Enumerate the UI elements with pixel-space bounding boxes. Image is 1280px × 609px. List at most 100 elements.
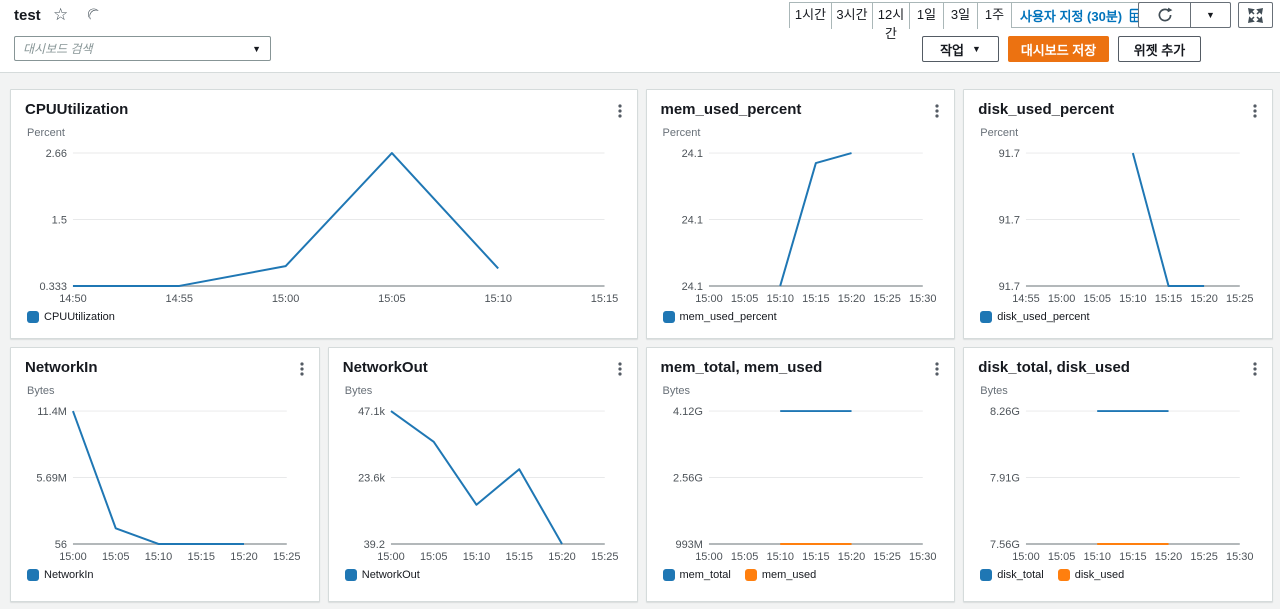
svg-text:15:15: 15:15 xyxy=(1119,551,1147,563)
time-range-3h[interactable]: 3시간 xyxy=(831,3,872,29)
chart-canvas-mem-used-percent[interactable]: 24.124.124.115:00 15:05 15:10 15:15 15:20 15:… xyxy=(659,141,943,307)
chart-legend: disk_used_percent xyxy=(980,307,1260,327)
actions-button[interactable]: 작업 ▼ xyxy=(922,36,999,62)
time-range-12h[interactable]: 12시간 xyxy=(872,3,909,41)
widget-header: mem_total, mem_used xyxy=(659,359,943,383)
legend-swatch xyxy=(27,569,39,581)
axis-unit-label: Bytes xyxy=(27,385,55,397)
svg-text:15:20: 15:20 xyxy=(837,293,865,305)
legend-item-disk-used-percent[interactable]: disk_used_percent xyxy=(980,311,1090,323)
svg-text:24.1: 24.1 xyxy=(681,148,702,160)
widget-menu-icon[interactable] xyxy=(613,360,627,378)
svg-text:15:10: 15:10 xyxy=(484,293,512,305)
legend-swatch xyxy=(1057,569,1070,581)
widget-title: disk_total, disk_used xyxy=(978,359,1130,376)
legend-item-networkin[interactable]: NetworkIn xyxy=(27,569,94,581)
widget-title: NetworkOut xyxy=(342,359,428,376)
actions-button-label: 작업 xyxy=(940,42,964,58)
svg-text:15:30: 15:30 xyxy=(909,293,936,305)
widget-header: disk_used_percent xyxy=(976,101,1260,125)
widget-menu-icon[interactable] xyxy=(613,102,627,120)
svg-text:15:00: 15:00 xyxy=(272,293,300,305)
svg-text:15:15: 15:15 xyxy=(591,293,619,305)
custom-time-range-button[interactable]: 사용자 지정 (30분) xyxy=(1011,3,1152,27)
widget-title: mem_total, mem_used xyxy=(660,359,823,376)
svg-text:8.26G: 8.26G xyxy=(990,406,1020,418)
chart-canvas-disk-used-percent[interactable]: 91.791.791.714:55 15:00 15:05 15:10 15:15 15:… xyxy=(976,141,1260,307)
chart-legend: mem_used_percent xyxy=(662,307,943,327)
legend-item-disk-total[interactable]: disk_total xyxy=(980,569,1044,581)
svg-text:15:10: 15:10 xyxy=(145,551,173,563)
widget-menu-icon[interactable] xyxy=(1248,102,1262,120)
legend-swatch xyxy=(744,569,757,581)
svg-text:7.56G: 7.56G xyxy=(990,539,1020,551)
svg-text:5.69M: 5.69M xyxy=(36,473,67,485)
refresh-icon xyxy=(1158,7,1172,22)
time-range-1w[interactable]: 1주 xyxy=(977,3,1011,29)
widget-menu-icon[interactable] xyxy=(930,102,944,120)
refresh-button[interactable] xyxy=(1139,3,1190,27)
svg-text:15:00: 15:00 xyxy=(59,551,87,563)
add-widget-button[interactable]: 위젯 추가 xyxy=(1118,36,1201,62)
svg-text:2.56G: 2.56G xyxy=(673,473,703,485)
refresh-options-dropdown[interactable]: ▼ xyxy=(1190,3,1230,27)
widget-header: disk_total, disk_used xyxy=(976,359,1260,383)
favorite-star-icon[interactable]: ☆ xyxy=(53,5,69,24)
fullscreen-button[interactable] xyxy=(1238,2,1273,28)
time-range-1h[interactable]: 1시간 xyxy=(790,3,831,29)
svg-text:11.4M: 11.4M xyxy=(37,406,67,418)
fullscreen-expand-icon xyxy=(1248,7,1263,23)
legend-swatch xyxy=(662,569,675,581)
svg-text:15:00: 15:00 xyxy=(695,551,723,563)
svg-text:15:05: 15:05 xyxy=(420,551,448,563)
svg-text:24.1: 24.1 xyxy=(681,281,702,293)
chevron-down-icon[interactable]: ▼ xyxy=(252,43,261,54)
svg-text:15:10: 15:10 xyxy=(766,293,794,305)
legend-label: mem_used xyxy=(761,569,817,581)
axis-unit-label: Bytes xyxy=(980,385,1008,397)
svg-text:47.1k: 47.1k xyxy=(358,406,385,418)
chart-canvas-networkout[interactable]: 47.1k 23.6k 39.215:00 15:05 15:10 15:15 15:20 1… xyxy=(341,399,625,565)
svg-text:993M: 993M xyxy=(675,539,702,551)
widget-menu-icon[interactable] xyxy=(930,360,944,378)
chart-legend: CPUUtilization xyxy=(27,307,625,327)
svg-text:91.7: 91.7 xyxy=(999,148,1020,160)
time-range-1d[interactable]: 1일 xyxy=(909,3,943,29)
legend-item-mem-used[interactable]: mem_used xyxy=(744,569,817,581)
svg-text:15:00: 15:00 xyxy=(1012,551,1039,563)
svg-text:15:05: 15:05 xyxy=(730,551,758,563)
legend-item-mem-used-percent[interactable]: mem_used_percent xyxy=(662,311,777,323)
dashboard-search[interactable]: ▼ xyxy=(14,36,271,61)
svg-text:1.5: 1.5 xyxy=(52,215,67,227)
svg-text:15:25: 15:25 xyxy=(591,551,618,563)
time-range-3d[interactable]: 3일 xyxy=(943,3,977,29)
chart-legend: NetworkOut xyxy=(344,565,625,585)
search-input[interactable] xyxy=(15,37,253,60)
legend-swatch xyxy=(980,569,993,581)
svg-text:15:15: 15:15 xyxy=(802,293,830,305)
chart-legend: NetworkIn xyxy=(27,565,307,585)
legend-label: disk_total xyxy=(997,569,1044,581)
widget-menu-icon[interactable] xyxy=(295,360,309,378)
legend-label: NetworkOut xyxy=(361,569,420,581)
widget-menu-icon[interactable] xyxy=(1248,360,1262,378)
svg-text:15:10: 15:10 xyxy=(462,551,490,563)
legend-item-cpuutilization[interactable]: CPUUtilization xyxy=(27,311,115,323)
svg-text:15:10: 15:10 xyxy=(1119,293,1147,305)
svg-text:15:05: 15:05 xyxy=(1084,293,1112,305)
legend-item-mem-total[interactable]: mem_total xyxy=(662,569,731,581)
legend-label: NetworkIn xyxy=(44,569,94,581)
save-dashboard-button[interactable]: 대시보드 저장 xyxy=(1008,36,1109,62)
widget-title: NetworkIn xyxy=(25,359,98,376)
svg-text:15:00: 15:00 xyxy=(1048,293,1076,305)
widget-header: NetworkIn xyxy=(23,359,307,383)
legend-swatch xyxy=(980,311,993,323)
dark-mode-moon-icon[interactable]: ☾ xyxy=(81,4,104,27)
svg-text:15:05: 15:05 xyxy=(378,293,406,305)
legend-item-networkout[interactable]: NetworkOut xyxy=(344,569,420,581)
legend-item-disk-used[interactable]: disk_used xyxy=(1057,569,1124,581)
